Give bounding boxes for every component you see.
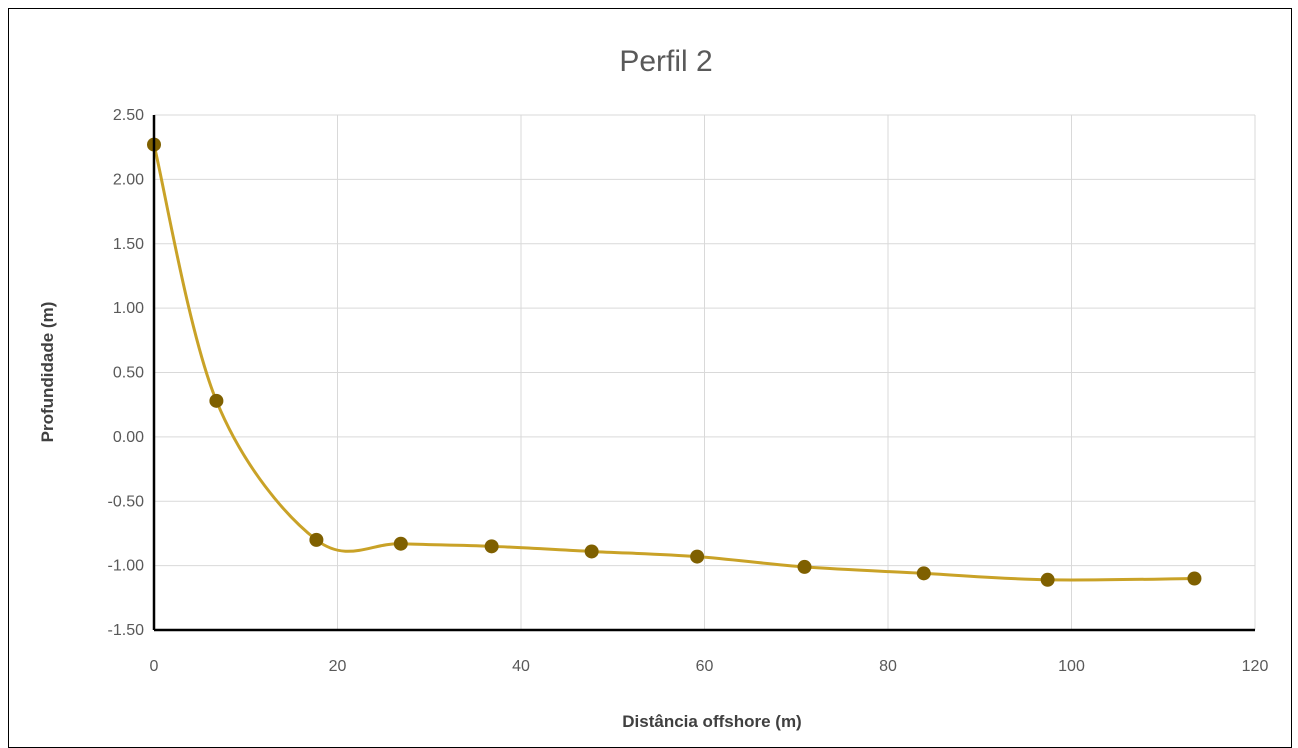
- y-axis-title: Profundidade (m): [38, 302, 57, 443]
- x-tick-label: 20: [329, 658, 347, 675]
- y-tick-label: 0.50: [113, 365, 144, 382]
- x-tick-label: 120: [1242, 658, 1269, 675]
- gridlines: [154, 114, 1256, 630]
- x-tick-label: 0: [150, 658, 159, 675]
- data-point: [309, 532, 324, 547]
- chart: Perfil 2 0 20 40 60 80 100 120 -1.50 -1.00 -0.50…: [38, 45, 1269, 731]
- data-point: [393, 536, 408, 551]
- y-tick-label: -0.50: [108, 493, 145, 510]
- data-point: [484, 539, 499, 554]
- series-layer: [147, 137, 1202, 587]
- data-point: [797, 559, 812, 574]
- y-tick-label: -1.00: [108, 558, 145, 575]
- x-axis-title: Distância offshore (m): [622, 712, 801, 731]
- y-tick-labels: -1.50 -1.00 -0.50 0.00 0.50 1.00 1.50 2.00 2.50: [108, 107, 145, 639]
- y-tick-label: 1.50: [113, 236, 144, 253]
- y-tick-label: 2.50: [113, 107, 144, 124]
- chart-frame: Perfil 2 0 20 40 60 80 100 120 -1.50 -1.00 -0.50…: [8, 8, 1292, 748]
- axes: [152, 115, 1255, 632]
- y-tick-label: 0.00: [113, 429, 144, 446]
- x-tick-label: 60: [696, 658, 714, 675]
- x-tick-label: 100: [1058, 658, 1085, 675]
- data-point: [1187, 571, 1202, 586]
- y-tick-label: 2.00: [113, 171, 144, 188]
- data-point: [916, 566, 931, 581]
- data-point: [1040, 572, 1055, 587]
- x-tick-label: 80: [879, 658, 897, 675]
- data-point: [584, 544, 599, 559]
- y-tick-label: 1.00: [113, 300, 144, 317]
- series-line: [152, 144, 1195, 582]
- data-point: [209, 393, 224, 408]
- data-point: [690, 549, 705, 564]
- x-tick-labels: 0 20 40 60 80 100 120: [150, 658, 1269, 675]
- x-tick-label: 40: [512, 658, 530, 675]
- y-tick-label: -1.50: [108, 622, 145, 639]
- chart-title: Perfil 2: [619, 45, 712, 78]
